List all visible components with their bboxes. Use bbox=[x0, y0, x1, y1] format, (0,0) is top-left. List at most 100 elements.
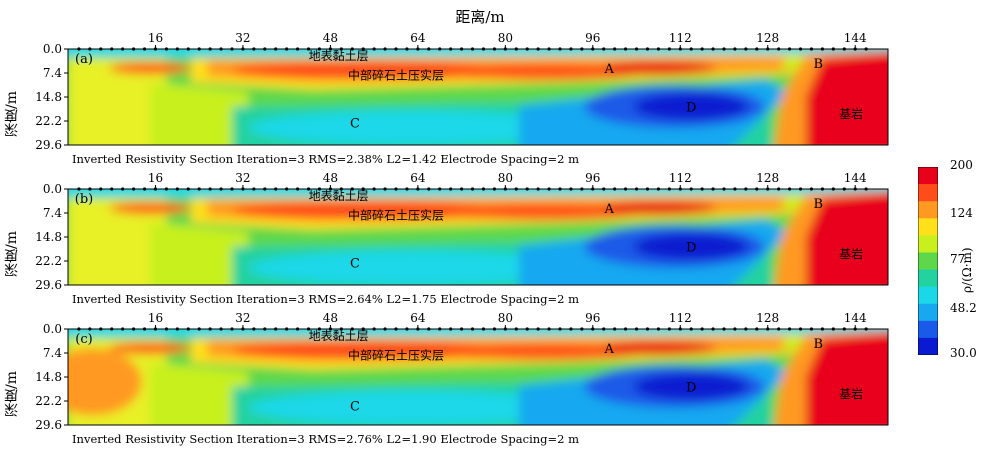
electrode-marker bbox=[99, 327, 103, 331]
x-tick-label: 144 bbox=[844, 171, 867, 185]
electrode-marker bbox=[438, 327, 442, 331]
zone-a bbox=[601, 341, 716, 355]
electrode-marker bbox=[252, 47, 256, 51]
electrode-marker bbox=[306, 187, 311, 191]
depth-tick-label: 7.4 bbox=[43, 346, 62, 360]
electrode-marker bbox=[580, 327, 584, 331]
electrode-marker bbox=[296, 327, 300, 331]
label-b: B bbox=[814, 57, 824, 72]
electrode-marker bbox=[383, 187, 387, 191]
electrode-marker bbox=[121, 327, 125, 331]
depth-tick-label: 7.4 bbox=[43, 206, 62, 220]
electrode-marker bbox=[296, 47, 300, 51]
electrode-marker bbox=[481, 187, 486, 191]
colorbar-tick-label: 48.2 bbox=[950, 301, 977, 315]
electrode-marker bbox=[77, 187, 81, 191]
depth-tick-label: 29.6 bbox=[35, 138, 62, 152]
electrode-marker bbox=[460, 47, 464, 51]
electrode-marker bbox=[110, 47, 114, 51]
label-surface-clay: 地表黏土层 bbox=[309, 329, 369, 343]
x-tick-label: 144 bbox=[844, 311, 867, 325]
electrode-marker bbox=[164, 327, 168, 331]
electrode-marker bbox=[132, 327, 136, 331]
electrode-marker bbox=[175, 187, 179, 191]
electrode-marker bbox=[350, 187, 354, 191]
electrode-marker bbox=[230, 187, 234, 191]
depth-tick-label: 0.0 bbox=[43, 182, 62, 196]
electrode-marker bbox=[645, 47, 650, 51]
electrode-marker bbox=[798, 327, 803, 331]
electrode-marker bbox=[350, 47, 354, 51]
x-tick-label: 16 bbox=[148, 311, 163, 325]
electrode-marker bbox=[285, 187, 289, 191]
electrode-marker bbox=[514, 47, 518, 51]
x-tick-label: 64 bbox=[410, 311, 426, 325]
electrode-marker bbox=[809, 327, 814, 331]
electrode-marker bbox=[514, 327, 518, 331]
depth-tick-label: 0.0 bbox=[43, 42, 62, 56]
zone-a bbox=[601, 201, 716, 215]
zone-bedrock bbox=[806, 332, 888, 425]
x-tick-label: 48 bbox=[323, 31, 338, 45]
electrode-marker bbox=[339, 327, 343, 331]
zone-a bbox=[601, 61, 716, 75]
label-d: D bbox=[686, 240, 696, 255]
electrode-marker bbox=[361, 327, 365, 331]
electrode-marker bbox=[263, 187, 267, 191]
electrode-marker bbox=[558, 327, 562, 331]
electrode-marker bbox=[820, 327, 825, 331]
depth-tick-label: 22.2 bbox=[35, 254, 62, 268]
electrode-marker bbox=[99, 47, 103, 51]
x-tick-label: 16 bbox=[148, 31, 163, 45]
electrode-marker bbox=[197, 187, 201, 191]
electrode-marker bbox=[820, 187, 825, 191]
electrode-marker bbox=[613, 187, 617, 191]
electrode-marker bbox=[274, 327, 278, 331]
electrode-marker bbox=[547, 187, 551, 191]
x-tick-label: 16 bbox=[148, 171, 163, 185]
electrode-marker bbox=[645, 327, 650, 331]
colorbar-tick-label: 200 bbox=[950, 158, 973, 172]
x-tick-label: 64 bbox=[410, 31, 426, 45]
electrode-marker bbox=[634, 327, 639, 331]
electrode-marker bbox=[831, 327, 835, 331]
electrode-marker bbox=[634, 47, 639, 51]
zone-left-2 bbox=[150, 222, 249, 285]
electrode-marker bbox=[274, 47, 278, 51]
electrode-marker bbox=[711, 327, 715, 331]
x-tick-label: 96 bbox=[585, 171, 600, 185]
electrode-marker bbox=[197, 47, 201, 51]
electrode-marker bbox=[569, 187, 573, 191]
electrode-marker bbox=[547, 47, 551, 51]
zone-bedrock bbox=[806, 192, 888, 285]
zone-left bbox=[68, 58, 167, 145]
electrode-marker bbox=[175, 327, 179, 331]
zone-c bbox=[248, 250, 577, 285]
resistivity-section-a: 16 32 48 64 80 96 112 128 144 0.0 7.4 14.8 22.2 29.6 (… bbox=[35, 31, 889, 152]
colorbar-swatch bbox=[918, 303, 938, 322]
electrode-marker bbox=[744, 327, 748, 331]
electrode-marker bbox=[306, 327, 311, 331]
electrode-marker bbox=[132, 47, 136, 51]
electrode-marker bbox=[777, 47, 781, 51]
electrode-marker bbox=[722, 187, 726, 191]
depth-tick-label: 14.8 bbox=[35, 90, 62, 104]
electrode-marker bbox=[733, 47, 737, 51]
depth-tick-label: 0.0 bbox=[43, 322, 62, 336]
electrode-marker bbox=[788, 327, 792, 331]
electrode-marker bbox=[667, 47, 671, 51]
electrode-marker bbox=[121, 187, 125, 191]
electrode-marker bbox=[558, 187, 562, 191]
x-tick-label: 128 bbox=[756, 31, 779, 45]
label-c: C bbox=[350, 117, 360, 132]
electrode-marker bbox=[394, 47, 398, 51]
electrode-marker bbox=[394, 327, 398, 331]
electrode-marker bbox=[547, 327, 551, 331]
electrode-marker bbox=[645, 187, 650, 191]
zone-c bbox=[248, 390, 577, 425]
electrode-marker bbox=[722, 47, 726, 51]
electrode-marker bbox=[208, 187, 212, 191]
label-b: B bbox=[814, 337, 824, 352]
x-tick-label: 48 bbox=[323, 171, 338, 185]
electrode-marker bbox=[470, 327, 475, 331]
